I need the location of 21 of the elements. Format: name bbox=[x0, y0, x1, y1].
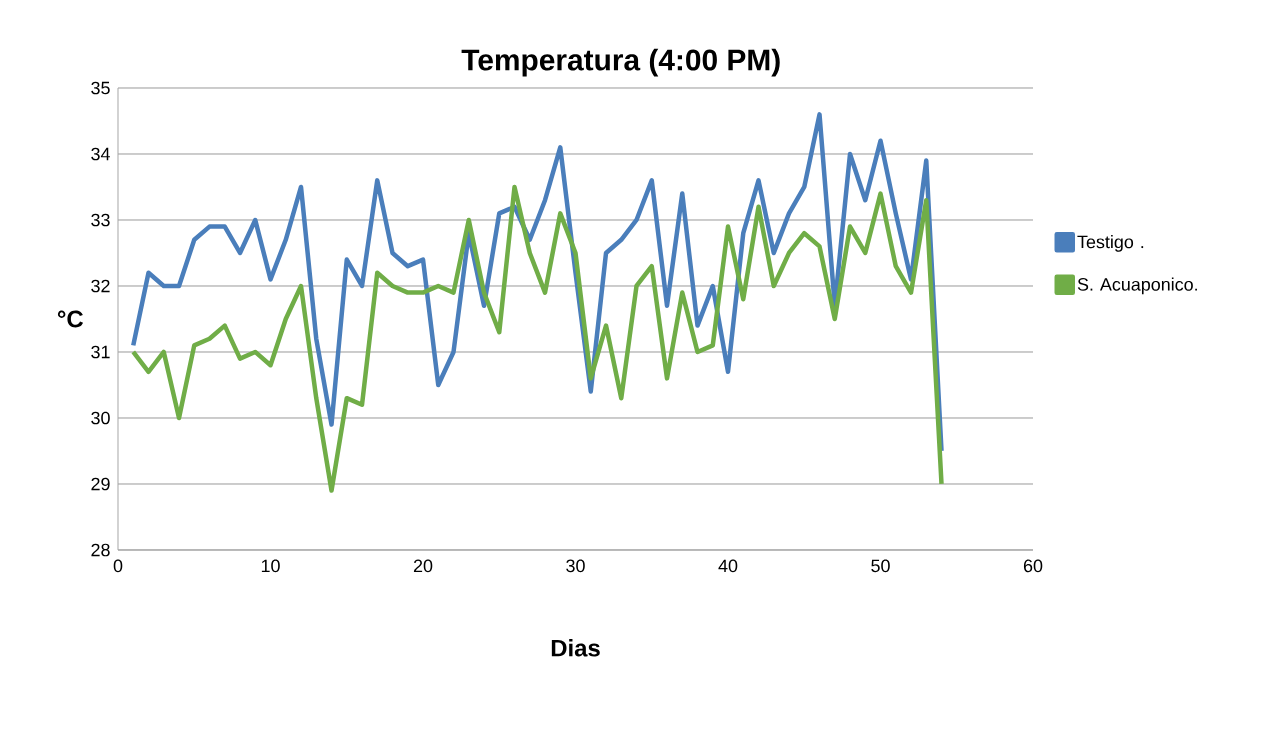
x-tick-label: 20 bbox=[413, 559, 433, 573]
y-tick-label: 31 bbox=[91, 345, 110, 359]
x-tick-label: 30 bbox=[566, 559, 585, 573]
chart-title: Temperatura (4:00 PM) bbox=[461, 48, 780, 77]
y-tick-label: 35 bbox=[91, 81, 110, 95]
x-tick-label: 10 bbox=[261, 559, 280, 573]
x-axis-title: Dias bbox=[551, 639, 600, 657]
legend-label: Testigo . bbox=[1077, 235, 1144, 252]
y-tick-label: 33 bbox=[91, 213, 110, 227]
y-tick-label: 29 bbox=[91, 477, 110, 491]
y-axis-title: °C bbox=[57, 310, 84, 328]
x-tick-label: 0 bbox=[113, 559, 123, 573]
x-tick-label: 50 bbox=[871, 559, 890, 573]
y-tick-label: 30 bbox=[91, 411, 110, 425]
legend-label: S. Acuaponico. bbox=[1077, 277, 1197, 295]
y-tick-label: 28 bbox=[91, 543, 110, 557]
y-tick-label: 34 bbox=[91, 147, 110, 161]
x-tick-label: 40 bbox=[718, 559, 738, 573]
x-tick-label: 60 bbox=[1023, 559, 1043, 573]
y-tick-label: 32 bbox=[91, 279, 110, 293]
line-series bbox=[131, 184, 944, 493]
